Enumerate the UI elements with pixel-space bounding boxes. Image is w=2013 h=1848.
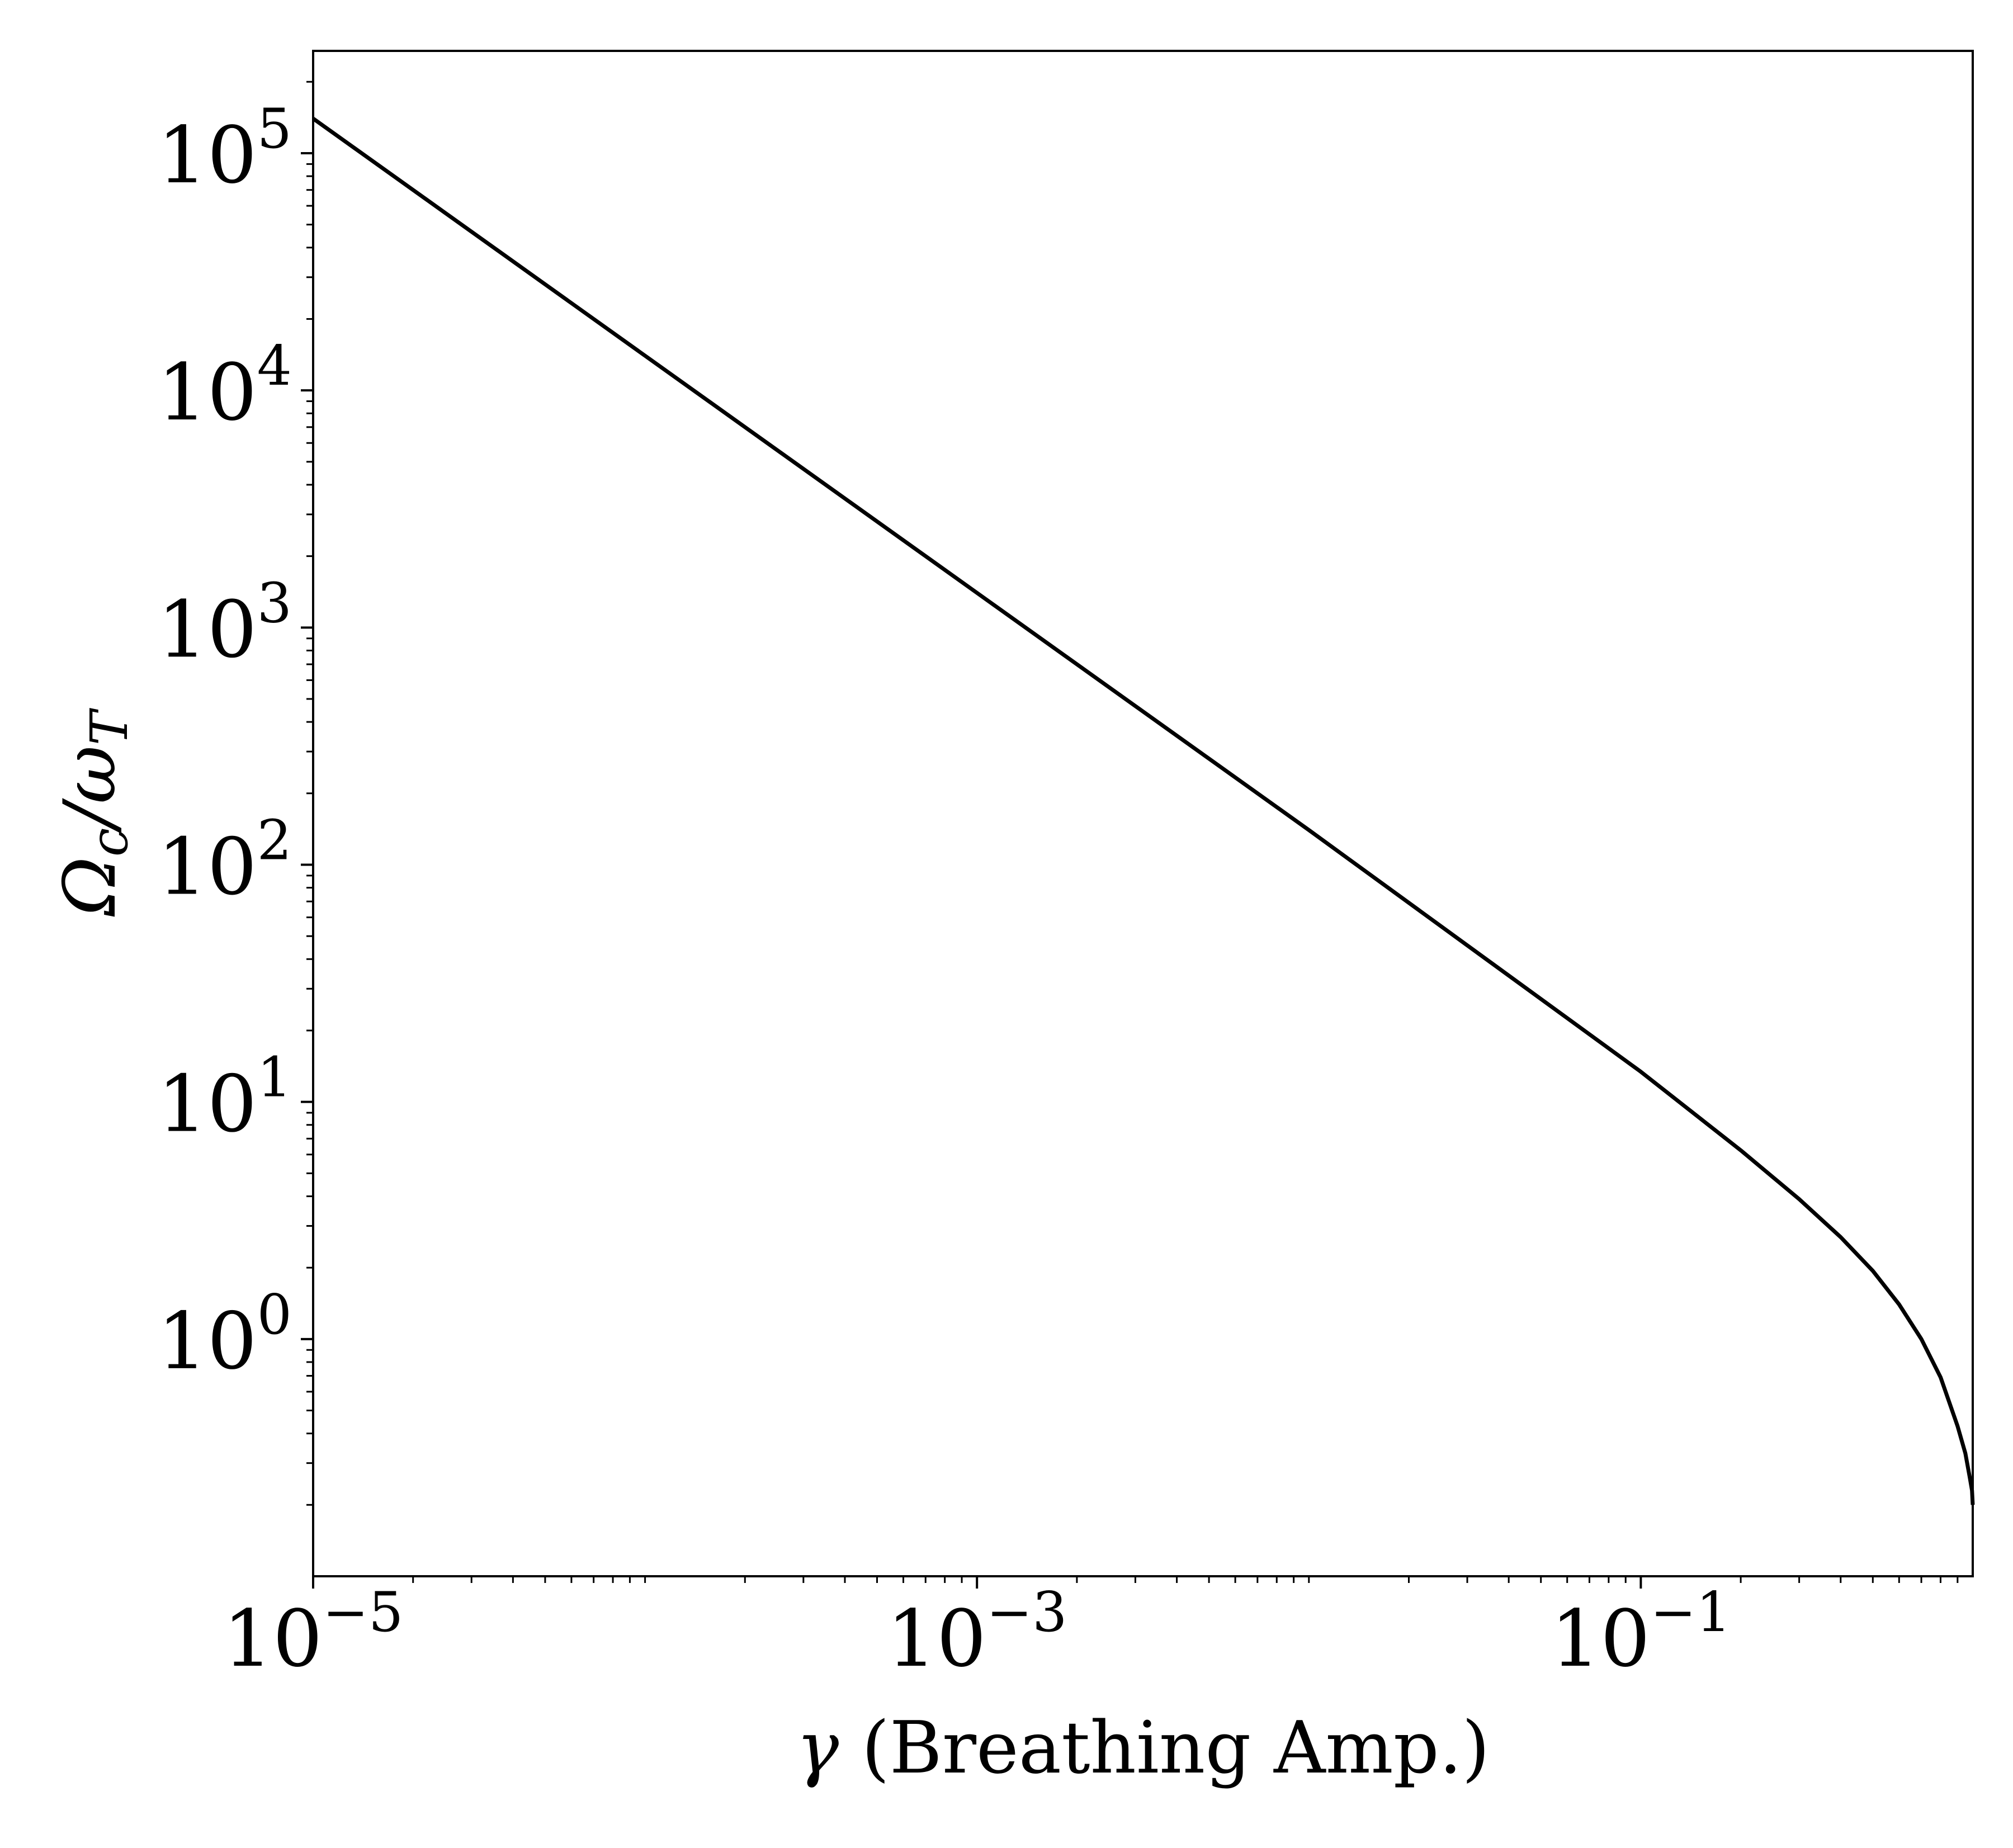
x-axis-label: γ (Breathing Amp.) xyxy=(796,1707,1490,1790)
y-tick-label: 101 xyxy=(157,1046,292,1150)
x-axis-symbol: γ xyxy=(796,1707,839,1790)
y-tick-exp: 2 xyxy=(257,809,292,872)
y-axis-slash: /ω xyxy=(49,745,132,834)
x-tick-base: 10 xyxy=(1551,1594,1650,1685)
x-tick-exp: −1 xyxy=(1650,1581,1731,1644)
y-axis-main: Ω xyxy=(49,857,132,917)
y-tick-label: 100 xyxy=(157,1283,292,1387)
x-tick-label: 10−1 xyxy=(1551,1581,1731,1685)
x-tick-exp: −5 xyxy=(323,1581,403,1644)
y-tick-exp: 0 xyxy=(257,1283,292,1347)
y-tick-exp: 3 xyxy=(257,571,292,635)
x-tick-base: 10 xyxy=(223,1594,323,1685)
y-tick-base: 10 xyxy=(157,347,257,438)
y-tick-label: 104 xyxy=(157,334,292,438)
series-layer xyxy=(311,117,1975,1505)
plot-frame xyxy=(312,50,1974,1577)
x-tick-label: 10−5 xyxy=(223,1581,404,1685)
y-tick-exp: 4 xyxy=(257,334,292,398)
y-axis-label: Ωc/ωT xyxy=(49,708,139,917)
series-line xyxy=(311,117,1975,1505)
x-tick-label: 10−3 xyxy=(887,1581,1067,1685)
y-tick-base: 10 xyxy=(157,821,257,913)
y-tick-label: 103 xyxy=(157,571,292,675)
y-tick-exp: 5 xyxy=(257,97,292,161)
y-axis-sub1: c xyxy=(79,828,139,857)
major-ticks xyxy=(301,152,1642,1589)
y-tick-label: 102 xyxy=(157,809,292,913)
y-tick-exp: 1 xyxy=(257,1046,292,1110)
x-tick-exp: −3 xyxy=(986,1581,1067,1644)
y-tick-base: 10 xyxy=(157,110,257,201)
y-tick-base: 10 xyxy=(157,584,257,675)
y-tick-base: 10 xyxy=(157,1296,257,1387)
y-tick-base: 10 xyxy=(157,1059,257,1150)
y-tick-label: 105 xyxy=(157,97,292,201)
x-tick-base: 10 xyxy=(887,1594,986,1685)
x-axis-text: (Breathing Amp.) xyxy=(839,1707,1490,1790)
y-axis-sub2: T xyxy=(79,708,139,745)
